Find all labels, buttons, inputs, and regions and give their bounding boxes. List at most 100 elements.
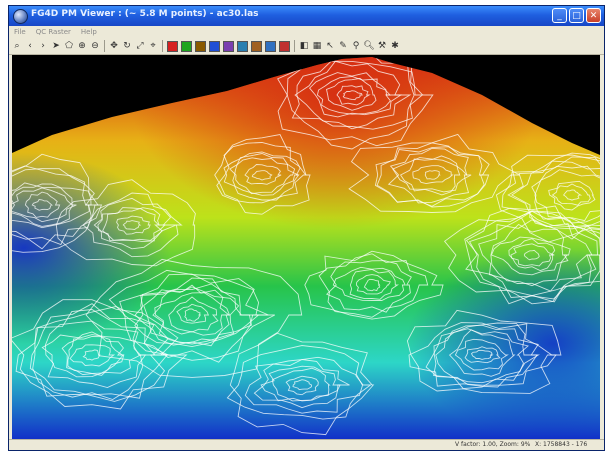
contour-line: [29, 303, 169, 402]
contour-line: [363, 278, 381, 292]
maximize-button[interactable]: □: [569, 8, 584, 23]
contour-line: [251, 170, 273, 181]
menu-bar: File QC Raster Help: [9, 26, 604, 38]
color-mode-3-icon[interactable]: [195, 40, 206, 52]
tools-icon[interactable]: ⚒: [377, 41, 387, 51]
contour-line: [342, 90, 363, 101]
close-button[interactable]: ✕: [586, 8, 601, 23]
contour-line: [184, 308, 202, 322]
contour-line: [464, 210, 600, 305]
status-bar: V factor: 1.00, Zoom: 9% X: 1758843 - 17…: [9, 439, 604, 450]
polygon-icon[interactable]: ⬠: [65, 41, 73, 51]
contour-line: [531, 165, 600, 224]
contour-line: [490, 236, 571, 276]
color-mode-7-icon[interactable]: [251, 40, 262, 52]
contour-line: [292, 379, 312, 391]
contour-line: [510, 243, 555, 267]
contour-lines: [12, 57, 600, 436]
contour-line: [308, 72, 403, 118]
color-mode-4-icon[interactable]: [209, 40, 220, 52]
color-mode-6-icon[interactable]: [237, 40, 248, 52]
zoom-icon[interactable]: ⌕: [14, 41, 20, 51]
contour-line: [551, 183, 591, 206]
grid-icon[interactable]: ▦: [312, 41, 322, 51]
settings-icon[interactable]: ✱: [391, 41, 399, 51]
color-mode-5-icon[interactable]: [223, 40, 234, 52]
zoom-out-icon[interactable]: ⊖: [91, 41, 99, 51]
profile-icon[interactable]: ⚲: [352, 41, 360, 51]
contour-line: [511, 152, 600, 240]
back-icon[interactable]: ‹: [28, 41, 32, 51]
menu-qc-raster[interactable]: QC Raster: [35, 28, 71, 36]
point-cloud-viewport[interactable]: [12, 55, 600, 439]
tilt-icon[interactable]: ⤢: [136, 41, 144, 51]
measure-icon[interactable]: ⌖: [150, 41, 156, 51]
contour-line: [260, 365, 341, 402]
contour-line: [508, 238, 556, 272]
zoom-in-icon[interactable]: ⊕: [78, 41, 86, 51]
search-icon[interactable]: 🔍︎: [363, 41, 375, 51]
contour-line: [85, 258, 303, 378]
contour-line: [408, 322, 557, 387]
contour-line: [454, 338, 509, 371]
forward-icon[interactable]: ›: [41, 41, 45, 51]
contour-line: [229, 332, 375, 436]
contour-line: [152, 284, 231, 344]
pencil-icon[interactable]: ✎: [339, 41, 347, 51]
contour-line: [376, 142, 490, 208]
minimize-button[interactable]: _: [552, 8, 567, 23]
contour-line: [45, 320, 147, 388]
contour-line: [12, 299, 188, 410]
contour-line: [501, 156, 600, 228]
color-mode-2-icon[interactable]: [181, 40, 192, 52]
contour-line: [534, 169, 600, 222]
contour-line: [448, 329, 516, 377]
contour-line: [24, 191, 61, 218]
contour-line: [318, 253, 429, 318]
color-mode-8-icon[interactable]: [265, 40, 276, 52]
toolbar-separator: [162, 40, 163, 52]
pointer-icon[interactable]: ↖: [326, 41, 334, 51]
contour-line: [97, 207, 166, 243]
contour-line: [253, 359, 350, 409]
contour-line: [349, 268, 399, 300]
contour-line: [12, 182, 92, 229]
contour-line: [154, 292, 231, 336]
contour-line: [69, 344, 116, 367]
contour-line: [168, 296, 219, 333]
app-icon: [13, 9, 28, 24]
contour-line: [12, 187, 77, 223]
contour-line: [562, 189, 583, 201]
status-zoom: V factor: 1.00, Zoom: 9%: [455, 441, 531, 448]
contour-line: [412, 165, 454, 185]
title-bar[interactable]: FG4D PM Viewer : (~ 5.8 M points) - ac30…: [9, 6, 604, 26]
contour-line: [244, 356, 364, 414]
contour-line: [12, 168, 95, 246]
terrain-render[interactable]: [12, 55, 600, 439]
contour-line: [82, 192, 183, 258]
contour-line: [55, 179, 196, 267]
menu-help[interactable]: Help: [80, 28, 97, 36]
palette-icon[interactable]: ◧: [299, 41, 309, 51]
pan-icon[interactable]: ✥: [110, 41, 118, 51]
contour-line: [134, 283, 253, 347]
contour-line: [226, 345, 372, 420]
color-mode-9-icon[interactable]: [279, 40, 290, 52]
contour-line: [232, 153, 299, 196]
select-icon[interactable]: ➤: [52, 41, 60, 51]
contour-line: [478, 219, 593, 292]
rotate-icon[interactable]: ↻: [123, 41, 131, 51]
status-coordinates: X: 1758843 - 176: [535, 441, 588, 448]
color-mode-1-icon[interactable]: [167, 40, 178, 52]
contour-line: [291, 60, 424, 130]
toolbar-separator: [294, 40, 295, 52]
contour-line: [464, 346, 501, 364]
menu-file[interactable]: File: [14, 28, 26, 36]
toolbar: ⌕ ‹ › ➤ ⬠ ⊕ ⊖ ✥ ↻ ⤢ ⌖ ◧ ▦ ↖ ✎ ⚲ 🔍︎ ⚒ ✱: [9, 38, 604, 55]
toolbar-separator: [104, 40, 105, 52]
contour-line: [102, 207, 163, 241]
contour-line: [67, 336, 125, 374]
contour-line: [336, 85, 371, 106]
contour-line: [82, 349, 101, 361]
contour-line: [134, 277, 260, 348]
